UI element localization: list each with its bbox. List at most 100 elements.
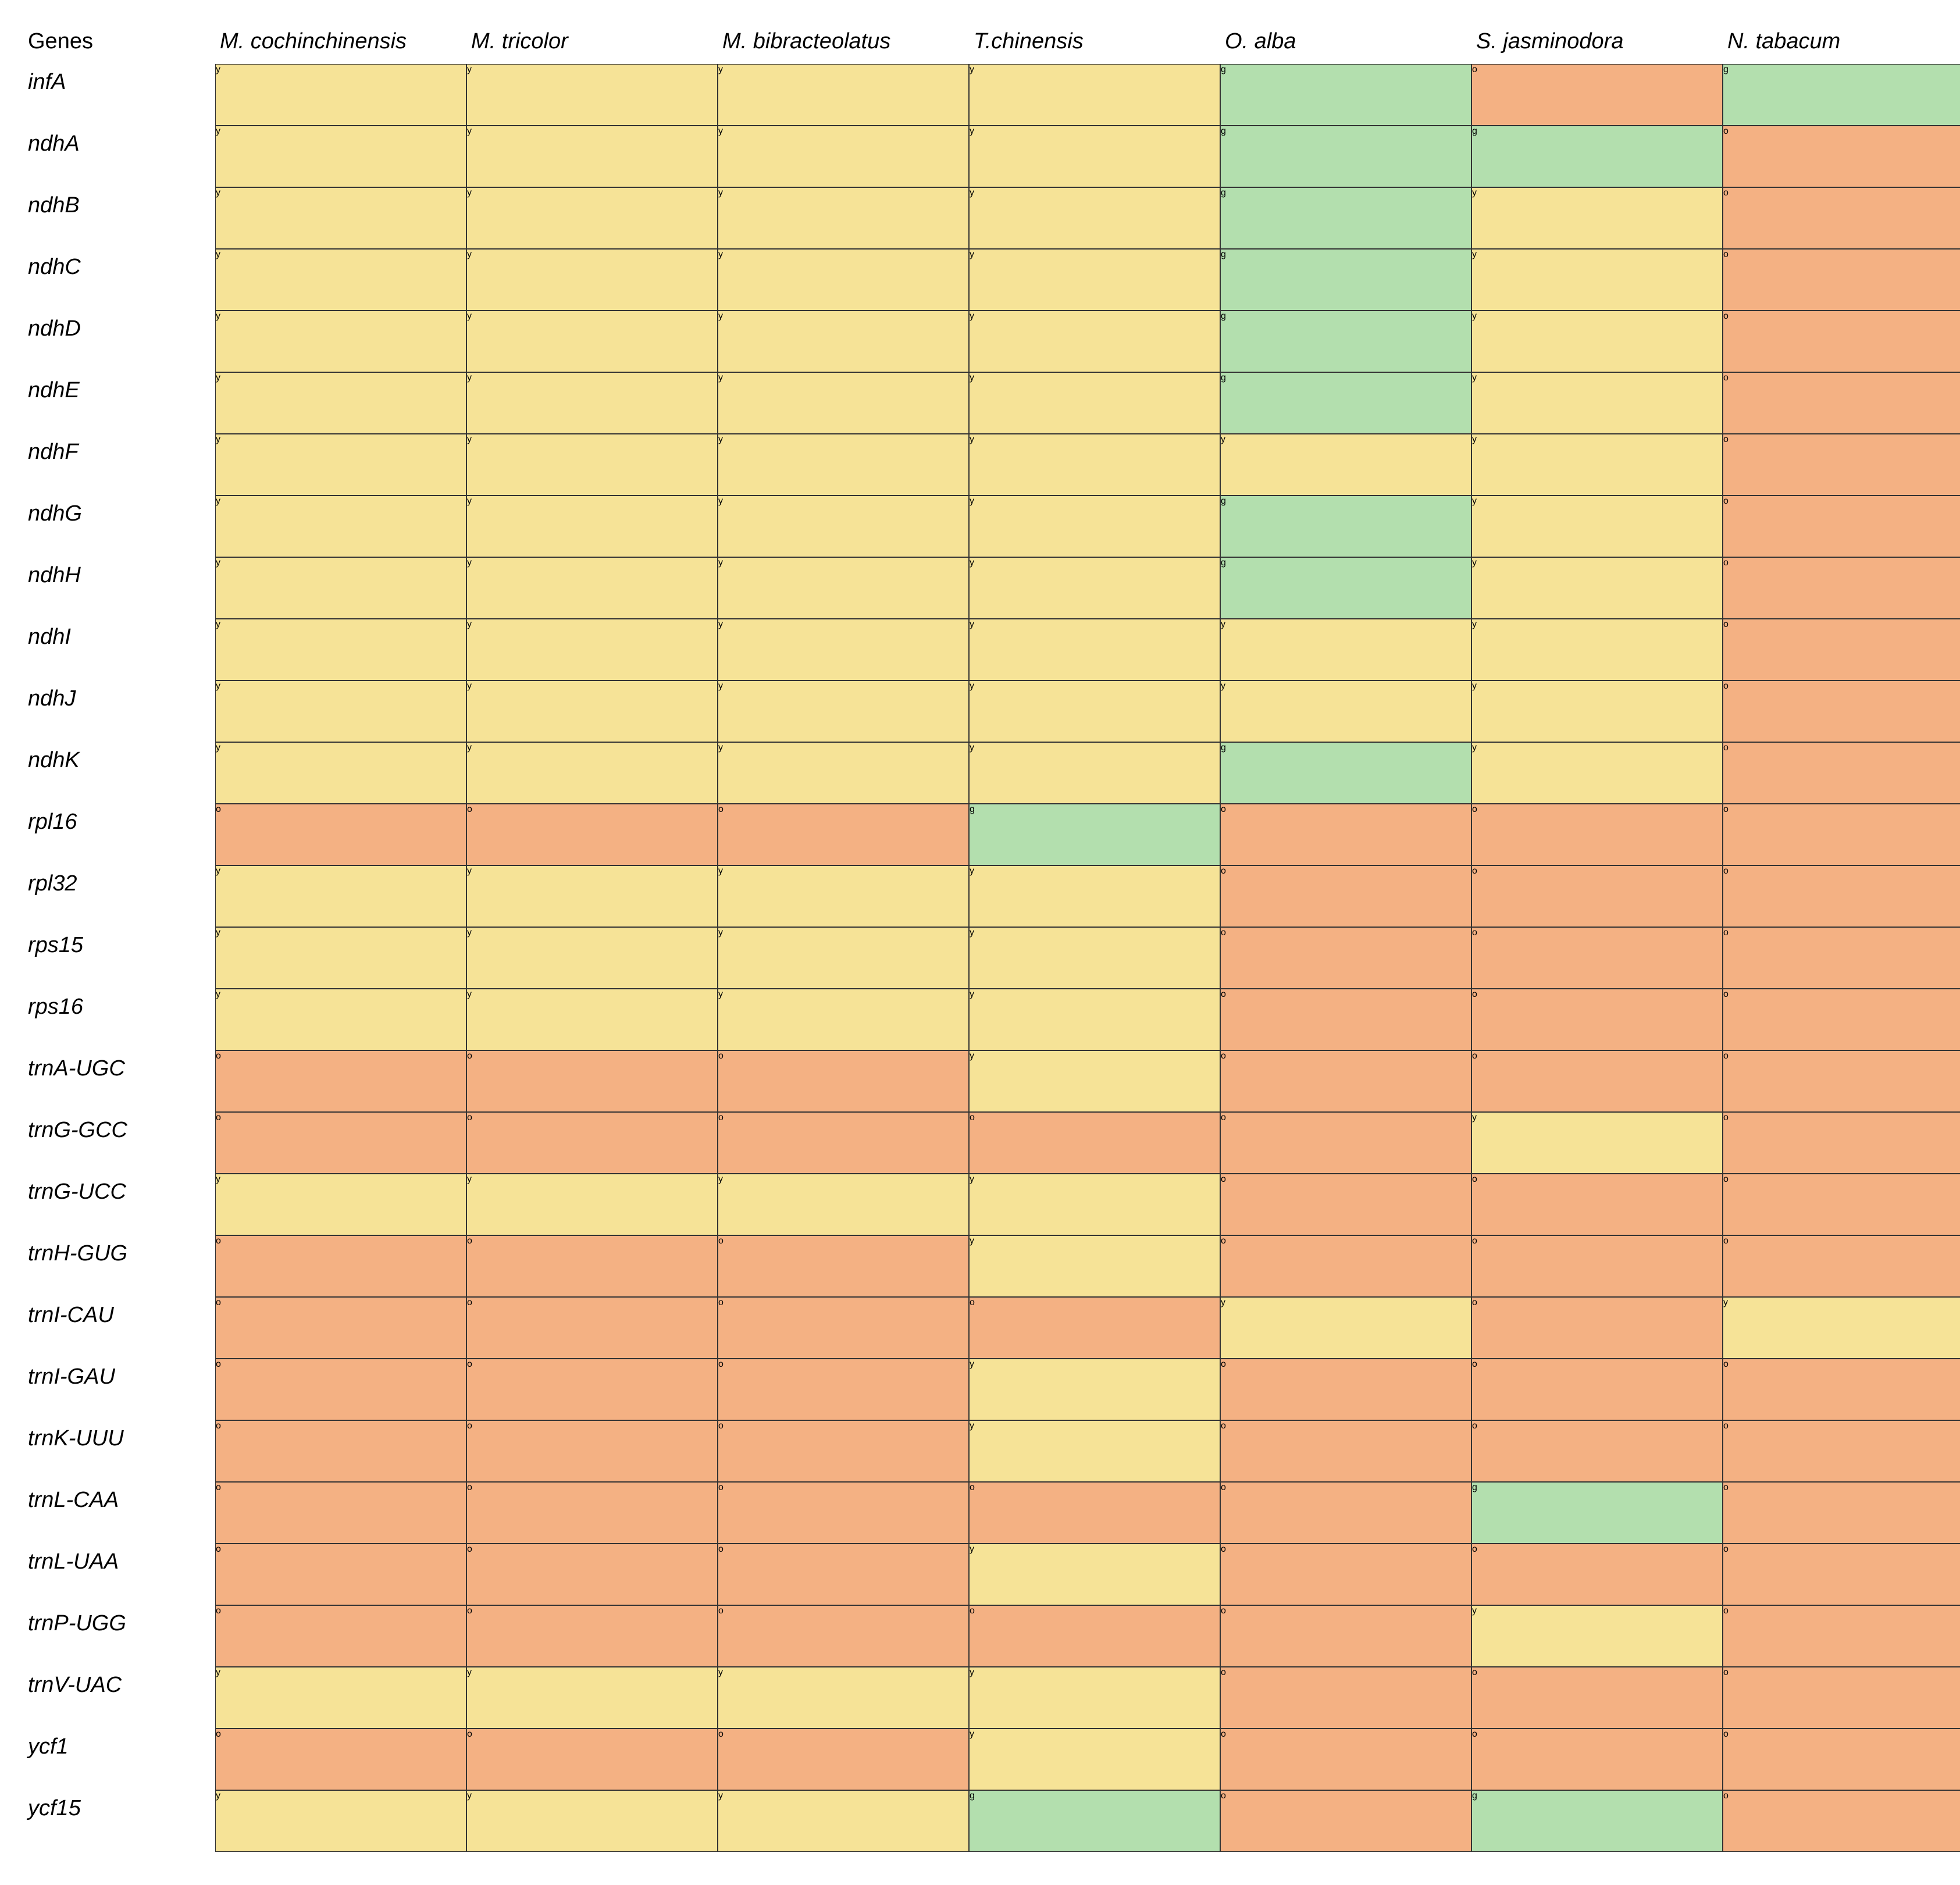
heatmap-cell: o bbox=[1471, 1729, 1723, 1790]
heatmap-cell: y bbox=[215, 1667, 466, 1729]
heatmap-cell: o bbox=[466, 1544, 718, 1605]
heatmap-cell: o bbox=[1220, 1605, 1471, 1667]
heatmap-cell: o bbox=[1723, 1482, 1960, 1544]
row-label: ycf15 bbox=[23, 1790, 215, 1852]
heatmap-cell: o bbox=[1723, 1174, 1960, 1235]
heatmap-cell: y bbox=[215, 249, 466, 311]
heatmap-cell: o bbox=[466, 1359, 718, 1420]
heatmap-cell: o bbox=[1723, 1235, 1960, 1297]
row-label: ndhB bbox=[23, 187, 215, 249]
heatmap-cell: y bbox=[1471, 742, 1723, 804]
row-label: ndhD bbox=[23, 311, 215, 372]
heatmap-cell: o bbox=[215, 1544, 466, 1605]
heatmap-cell: o bbox=[1220, 1667, 1471, 1729]
heatmap-cell: g bbox=[1220, 372, 1471, 434]
heatmap-cell: o bbox=[969, 1112, 1220, 1174]
heatmap-cell: y bbox=[969, 1174, 1220, 1235]
heatmap-cell: o bbox=[1471, 989, 1723, 1050]
heatmap-cell: y bbox=[466, 434, 718, 496]
heatmap-cell: y bbox=[215, 865, 466, 927]
heatmap-cell: o bbox=[466, 1050, 718, 1112]
heatmap-cell: g bbox=[1220, 64, 1471, 126]
heatmap-cell: o bbox=[1220, 1050, 1471, 1112]
heatmap-cell: o bbox=[215, 1297, 466, 1359]
heatmap-cell: g bbox=[1723, 64, 1960, 126]
heatmap-cell: y bbox=[969, 1235, 1220, 1297]
row-label: ndhI bbox=[23, 619, 215, 680]
heatmap-cell: y bbox=[466, 927, 718, 989]
heatmap-cell: o bbox=[1723, 496, 1960, 557]
row-label: ndhG bbox=[23, 496, 215, 557]
heatmap-cell: y bbox=[969, 126, 1220, 187]
heatmap-cell: o bbox=[215, 1605, 466, 1667]
heatmap-cell: o bbox=[718, 1482, 969, 1544]
heatmap-cell: o bbox=[1723, 989, 1960, 1050]
heatmap-cell: o bbox=[1220, 804, 1471, 865]
heatmap-cell: y bbox=[466, 989, 718, 1050]
heatmap-cell: g bbox=[1471, 1790, 1723, 1852]
heatmap-cell: o bbox=[1220, 1544, 1471, 1605]
heatmap-cell: y bbox=[215, 496, 466, 557]
heatmap-cell: g bbox=[1471, 126, 1723, 187]
heatmap-cell: y bbox=[466, 311, 718, 372]
heatmap-cell: y bbox=[466, 557, 718, 619]
heatmap-cell: o bbox=[1220, 1729, 1471, 1790]
heatmap-cell: o bbox=[1220, 1790, 1471, 1852]
heatmap-cell: o bbox=[1723, 1605, 1960, 1667]
heatmap-cell: o bbox=[215, 1729, 466, 1790]
heatmap-cell: o bbox=[1471, 1050, 1723, 1112]
row-label: trnG-GCC bbox=[23, 1112, 215, 1174]
heatmap-cell: y bbox=[215, 680, 466, 742]
row-label: rps16 bbox=[23, 989, 215, 1050]
heatmap-cell: y bbox=[969, 311, 1220, 372]
heatmap-cell: y bbox=[1471, 187, 1723, 249]
heatmap-cell: o bbox=[1471, 1235, 1723, 1297]
heatmap-cell: y bbox=[718, 680, 969, 742]
heatmap-cell: y bbox=[718, 249, 969, 311]
heatmap-cell: o bbox=[1471, 1544, 1723, 1605]
heatmap-cell: o bbox=[1220, 1482, 1471, 1544]
heatmap-cell: y bbox=[215, 372, 466, 434]
heatmap-cell: g bbox=[1220, 496, 1471, 557]
row-label: ndhF bbox=[23, 434, 215, 496]
heatmap-cell: o bbox=[1723, 742, 1960, 804]
heatmap-cell: o bbox=[215, 1359, 466, 1420]
column-header: S. jasminodora bbox=[1471, 23, 1723, 64]
heatmap-cell: y bbox=[718, 742, 969, 804]
heatmap-cell: o bbox=[466, 1297, 718, 1359]
heatmap-cell: o bbox=[1723, 434, 1960, 496]
heatmap-table: GenesM. cochinchinensisM. tricolorM. bib… bbox=[23, 23, 1937, 1852]
heatmap-cell: o bbox=[466, 1420, 718, 1482]
row-label: ndhE bbox=[23, 372, 215, 434]
row-label: ndhJ bbox=[23, 680, 215, 742]
heatmap-cell: o bbox=[718, 1050, 969, 1112]
heatmap-cell: o bbox=[1220, 1112, 1471, 1174]
heatmap-cell: o bbox=[1723, 619, 1960, 680]
heatmap-cell: y bbox=[1220, 434, 1471, 496]
row-label: trnG-UCC bbox=[23, 1174, 215, 1235]
heatmap-cell: y bbox=[718, 311, 969, 372]
heatmap-cell: o bbox=[1471, 1297, 1723, 1359]
heatmap-cell: y bbox=[969, 434, 1220, 496]
heatmap-cell: o bbox=[718, 1359, 969, 1420]
heatmap-cell: o bbox=[1471, 64, 1723, 126]
row-label: trnA-UGC bbox=[23, 1050, 215, 1112]
heatmap-cell: o bbox=[1471, 1359, 1723, 1420]
heatmap-cell: y bbox=[1471, 249, 1723, 311]
heatmap-cell: o bbox=[215, 804, 466, 865]
heatmap-cell: y bbox=[718, 434, 969, 496]
heatmap-cell: y bbox=[718, 126, 969, 187]
heatmap-cell: o bbox=[1723, 1544, 1960, 1605]
heatmap-cell: o bbox=[1723, 927, 1960, 989]
heatmap-cell: o bbox=[718, 1605, 969, 1667]
heatmap-cell: y bbox=[718, 64, 969, 126]
heatmap-cell: o bbox=[718, 804, 969, 865]
heatmap-cell: y bbox=[215, 1790, 466, 1852]
heatmap-cell: o bbox=[1723, 1420, 1960, 1482]
heatmap-cell: o bbox=[466, 1112, 718, 1174]
heatmap-cell: o bbox=[718, 1112, 969, 1174]
heatmap-cell: o bbox=[969, 1297, 1220, 1359]
heatmap-cell: y bbox=[466, 619, 718, 680]
heatmap-cell: o bbox=[1220, 1174, 1471, 1235]
heatmap-cell: o bbox=[215, 1050, 466, 1112]
